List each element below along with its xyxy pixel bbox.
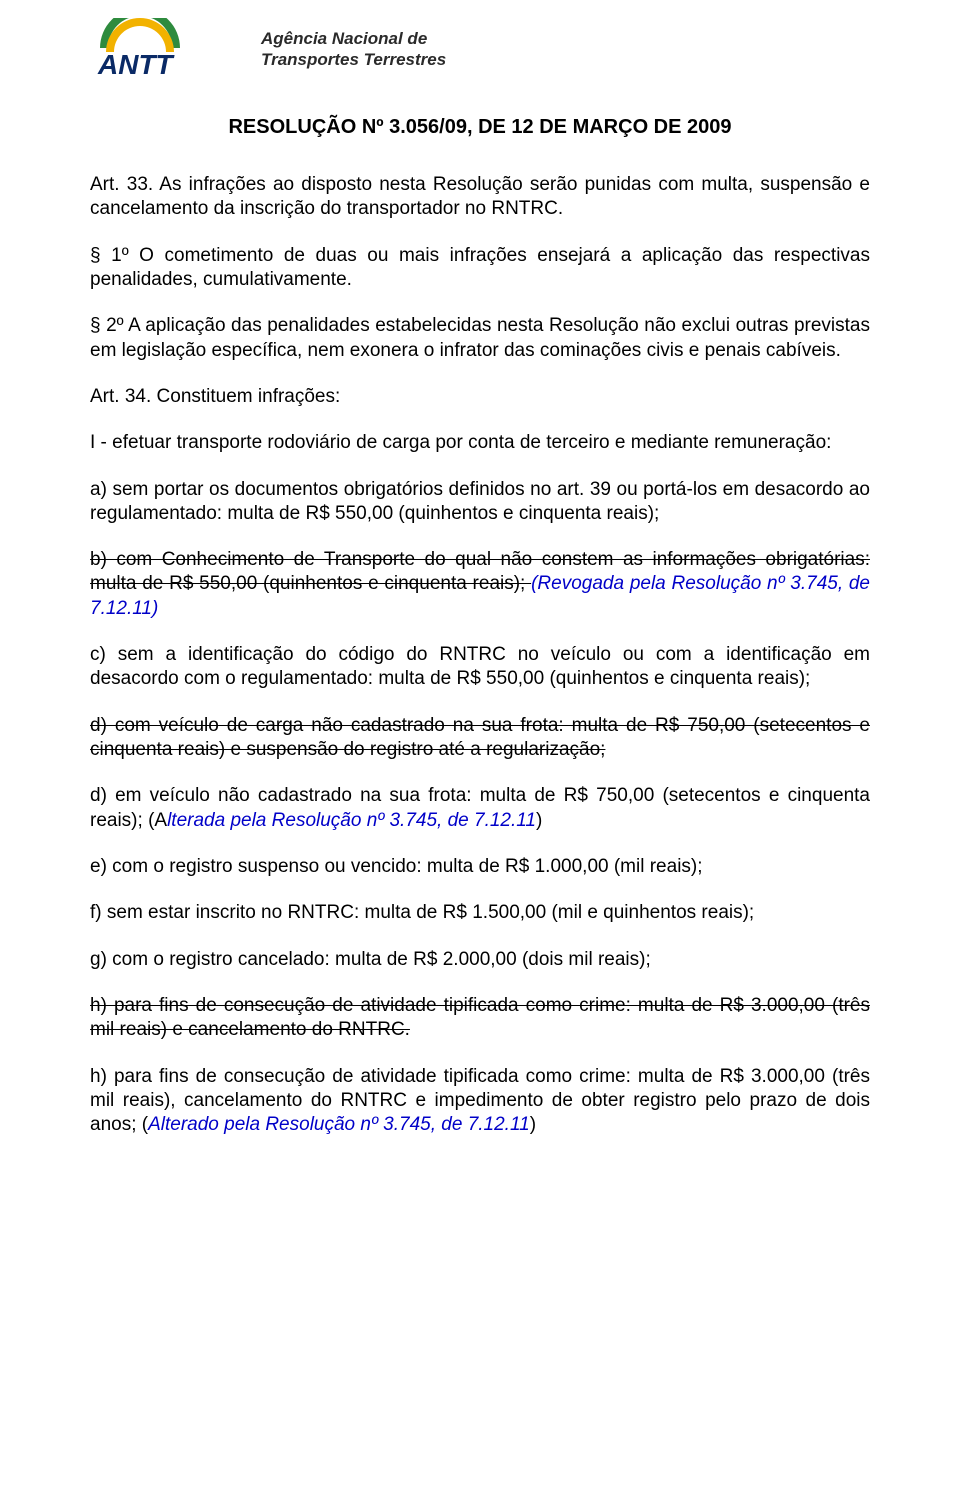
document-header: ANTT Agência Nacional de Transportes Ter… bbox=[90, 18, 870, 80]
paragraph-a: a) sem portar os documentos obrigatórios… bbox=[90, 478, 870, 527]
logo-text: ANTT bbox=[97, 49, 176, 80]
paragraph-p1: § 1º O cometimento de duas ou mais infra… bbox=[90, 244, 870, 293]
note-d: lterada pela Resolução nº 3.745, de 7.12… bbox=[167, 810, 536, 831]
agency-line1: Agência Nacional de bbox=[261, 28, 446, 49]
paragraph-d: d) em veículo não cadastrado na sua frot… bbox=[90, 784, 870, 833]
antt-logo: ANTT bbox=[90, 18, 245, 80]
paragraph-p2: § 2º A aplicação das penalidades estabel… bbox=[90, 314, 870, 363]
text-strike-d: d) com veículo de carga não cadastrado n… bbox=[90, 715, 870, 760]
agency-name: Agência Nacional de Transportes Terrestr… bbox=[261, 28, 446, 71]
paragraph-d-strike: d) com veículo de carga não cadastrado n… bbox=[90, 714, 870, 763]
paragraph-f: f) sem estar inscrito no RNTRC: multa de… bbox=[90, 901, 870, 925]
paragraph-b: b) com Conhecimento de Transporte do qua… bbox=[90, 548, 870, 621]
agency-line2: Transportes Terrestres bbox=[261, 49, 446, 70]
paragraph-e: e) com o registro suspenso ou vencido: m… bbox=[90, 855, 870, 879]
paragraph-c: c) sem a identificação do código do RNTR… bbox=[90, 643, 870, 692]
document-title: RESOLUÇÃO Nº 3.056/09, DE 12 DE MARÇO DE… bbox=[90, 116, 870, 139]
paragraph-h-strike: h) para fins de consecução de atividade … bbox=[90, 994, 870, 1043]
paragraph-art33: Art. 33. As infrações ao disposto nesta … bbox=[90, 173, 870, 222]
paragraph-h: h) para fins de consecução de atividade … bbox=[90, 1065, 870, 1138]
paragraph-i: I - efetuar transporte rodoviário de car… bbox=[90, 431, 870, 455]
paragraph-g: g) com o registro cancelado: multa de R$… bbox=[90, 948, 870, 972]
text-strike-h: h) para fins de consecução de atividade … bbox=[90, 995, 870, 1040]
paragraph-art34: Art. 34. Constituem infrações: bbox=[90, 385, 870, 409]
note-h: Alterado pela Resolução nº 3.745, de 7.1… bbox=[148, 1114, 530, 1135]
text-d-close: ) bbox=[536, 810, 542, 831]
text-h-close: ) bbox=[530, 1114, 536, 1135]
